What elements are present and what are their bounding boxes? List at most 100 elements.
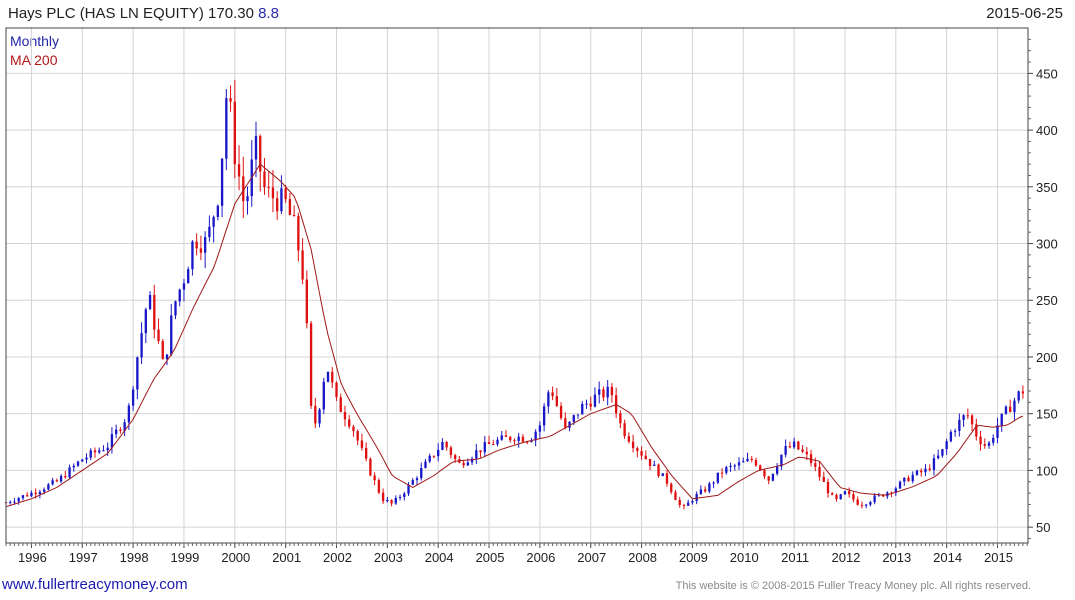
- candle-body: [771, 473, 775, 481]
- candle-down: [610, 383, 614, 403]
- candle-up: [165, 354, 169, 366]
- candle-down: [670, 482, 673, 495]
- candle-down: [801, 444, 804, 454]
- candle-up: [9, 500, 12, 505]
- candle-down: [229, 85, 232, 112]
- candle-down: [356, 429, 359, 446]
- candle-body: [148, 294, 152, 310]
- candle-body: [174, 301, 177, 316]
- candle-up: [937, 449, 940, 460]
- candle-up: [98, 447, 101, 455]
- candle-body: [364, 447, 368, 459]
- candle-down: [292, 205, 296, 217]
- candle-down: [788, 441, 792, 449]
- website-link[interactable]: www.fullertreacymoney.com: [2, 576, 188, 593]
- candle-body: [343, 412, 347, 420]
- candle-down: [970, 413, 974, 431]
- candle-up: [187, 266, 190, 284]
- candle-up: [894, 486, 897, 496]
- candle-up: [953, 428, 957, 437]
- candle-down: [284, 185, 287, 203]
- candle-up: [68, 464, 71, 479]
- candle-body: [928, 468, 931, 470]
- candle-up: [534, 429, 537, 447]
- candle-body: [687, 502, 690, 506]
- candle-body: [911, 474, 914, 482]
- candle-up: [318, 408, 321, 428]
- candle-body: [17, 498, 20, 502]
- candle-up: [208, 215, 211, 242]
- candle-body: [59, 475, 63, 482]
- candle-body: [754, 459, 758, 466]
- candle-up: [140, 322, 143, 365]
- candle-body: [259, 136, 262, 172]
- candle-body: [631, 441, 635, 449]
- candle-down: [644, 450, 647, 460]
- y-tick-label: 350: [1036, 180, 1058, 195]
- y-tick-label: 250: [1036, 293, 1058, 308]
- candle-up: [924, 464, 927, 477]
- candlesticks: [4, 79, 1025, 510]
- candle-body: [157, 329, 160, 342]
- candle-body: [98, 450, 101, 453]
- candle-body: [212, 216, 215, 227]
- candle-up: [687, 499, 690, 506]
- candle-body: [775, 466, 779, 474]
- candle-down: [665, 470, 669, 487]
- candle-up: [496, 437, 499, 447]
- candle-body: [941, 449, 944, 456]
- candle-up: [72, 463, 75, 472]
- y-tick-label: 450: [1036, 66, 1058, 81]
- candle-body: [38, 491, 42, 495]
- candle-up: [771, 473, 775, 482]
- candle-body: [292, 214, 296, 216]
- candle-down: [856, 496, 859, 506]
- candle-body: [674, 492, 677, 500]
- candle-body: [932, 458, 936, 470]
- candle-down: [331, 366, 334, 389]
- candle-up: [398, 494, 402, 501]
- candle-down: [390, 499, 393, 507]
- candle-up: [661, 473, 664, 477]
- candle-body: [280, 188, 283, 212]
- candle-body: [699, 489, 703, 495]
- candle-up: [1000, 413, 1003, 432]
- candle-up: [780, 454, 783, 471]
- x-tick-label: 1999: [170, 550, 199, 565]
- candle-up: [517, 432, 520, 448]
- candle-body: [449, 447, 453, 456]
- candle-body: [305, 279, 309, 324]
- candle-down: [492, 439, 495, 446]
- candle-up: [170, 304, 173, 357]
- candle-down: [966, 408, 969, 420]
- candle-down: [928, 464, 931, 472]
- candle-body: [475, 450, 478, 459]
- candle-body: [920, 470, 923, 473]
- candle-up: [102, 445, 105, 452]
- candle-down: [504, 430, 508, 437]
- candle-body: [93, 450, 97, 453]
- x-tick-label: 2011: [781, 550, 809, 565]
- candle-body: [182, 283, 186, 290]
- candle-down: [449, 445, 453, 459]
- candle-down: [720, 468, 724, 479]
- candle-down: [381, 488, 385, 504]
- candle-down: [271, 170, 275, 213]
- candle-up: [996, 417, 999, 444]
- candle-down: [119, 427, 122, 434]
- candle-body: [191, 241, 194, 270]
- candle-up: [174, 300, 177, 320]
- candle-body: [996, 425, 999, 438]
- candle-up: [85, 453, 88, 464]
- candle-body: [9, 502, 12, 504]
- candle-body: [390, 499, 393, 504]
- candle-body: [1013, 400, 1016, 413]
- candle-body: [453, 455, 457, 460]
- candle-body: [466, 462, 470, 466]
- candle-down: [1021, 385, 1025, 399]
- candle-up: [322, 377, 325, 414]
- candle-body: [394, 497, 397, 504]
- candle-up: [712, 481, 715, 489]
- candle-body: [110, 434, 114, 448]
- candle-down: [640, 446, 643, 460]
